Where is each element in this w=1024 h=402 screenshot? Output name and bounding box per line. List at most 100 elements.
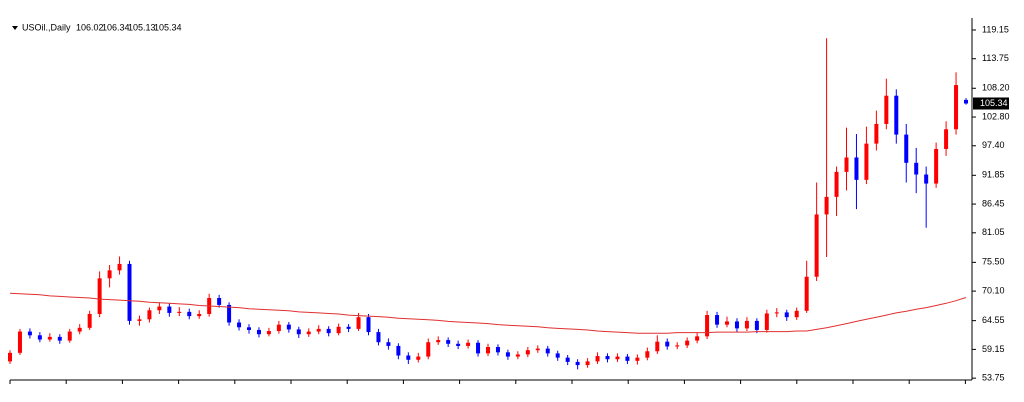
candle-body (545, 348, 550, 354)
candle-body (217, 298, 222, 305)
header-high: 106.34 (102, 22, 130, 32)
candle-body (276, 324, 281, 332)
candle-body (595, 356, 600, 362)
y-tick-label: 119.15 (982, 24, 1009, 34)
candle-body (336, 326, 341, 334)
candle-body (914, 162, 919, 175)
moving-average (9, 292, 967, 334)
candle-body (227, 304, 232, 323)
y-tick-label: 75.50 (982, 257, 1005, 267)
candle-body (147, 310, 152, 320)
candle-body (197, 313, 202, 317)
candle-body (725, 321, 729, 325)
candle-body (794, 310, 799, 318)
candle-body (585, 361, 590, 366)
candle-body (525, 350, 530, 355)
candle-body (117, 263, 122, 271)
y-tick-label: 102.80 (982, 111, 1010, 121)
candle-body (177, 311, 182, 313)
candle-body (834, 171, 839, 197)
candle-body (665, 341, 670, 347)
candle-body (17, 331, 22, 353)
header-close: 105.34 (154, 22, 182, 32)
candle-body (555, 353, 560, 358)
candle-body (237, 322, 242, 328)
candle-body (456, 343, 461, 346)
candle-body (884, 95, 889, 124)
candle-body (864, 143, 869, 180)
candle-body (87, 313, 92, 328)
candle-body (754, 320, 759, 330)
header-open: 106.02 (76, 22, 104, 32)
candle-body (486, 346, 490, 354)
current-price-box (973, 97, 1009, 110)
candle-body (157, 306, 162, 311)
candle-body (167, 306, 172, 313)
candle-body (107, 270, 112, 279)
candle-body (565, 357, 570, 362)
candle-body (774, 312, 779, 314)
candle-body (97, 278, 102, 314)
y-tick-label: 97.40 (982, 140, 1005, 150)
candle-body (446, 340, 451, 344)
candle-body (426, 342, 431, 357)
candle-body (764, 313, 769, 330)
y-tick-label: 70.10 (982, 285, 1005, 295)
candle-body (904, 134, 909, 163)
candle-body (515, 354, 520, 357)
candle-body (406, 355, 411, 360)
y-tick-label: 86.45 (982, 198, 1005, 208)
candle-body (376, 332, 381, 343)
candle-body (854, 157, 859, 180)
candle-body (715, 315, 720, 325)
candle-body (247, 327, 251, 330)
candle-body (675, 345, 680, 347)
candle-body (695, 336, 700, 341)
candle-body (685, 340, 690, 346)
candle-body (575, 361, 580, 366)
candle-body (734, 321, 739, 329)
candle-body (396, 345, 401, 356)
y-tick-label: 81.05 (982, 227, 1005, 237)
collapse-arrow[interactable] (12, 26, 18, 30)
candle-body (37, 335, 42, 340)
candle-body (505, 352, 510, 357)
candle-body (495, 346, 500, 353)
chart-title: USOil.,Daily (22, 22, 71, 32)
candle-body (356, 317, 361, 329)
candle-body (416, 356, 421, 360)
y-tick-label: 113.75 (982, 53, 1009, 63)
candle-body (964, 99, 968, 104)
candle-body (127, 263, 132, 321)
candle-body (436, 340, 441, 343)
candle-body (137, 319, 142, 321)
candle-body (814, 214, 819, 277)
candle-body (944, 129, 949, 149)
candle-body (67, 331, 72, 341)
y-tick-label: 108.20 (982, 83, 1010, 93)
candle-body (784, 312, 789, 318)
candle-body (625, 356, 630, 361)
candle-body (954, 85, 959, 130)
candle-body (187, 311, 192, 317)
candle-body (286, 324, 291, 330)
candle-body (256, 329, 261, 335)
candle-body (346, 326, 351, 329)
candle-body (316, 328, 321, 332)
candle-body (934, 148, 939, 184)
y-tick-label: 59.15 (982, 344, 1005, 354)
candle-body (924, 174, 929, 184)
y-tick-label: 53.75 (982, 373, 1005, 383)
candle-body (266, 331, 271, 335)
candle-body (306, 331, 311, 335)
candle-body (326, 328, 331, 334)
candle-body (466, 342, 471, 346)
candle-body (605, 356, 610, 360)
y-tick-label: 91.85 (982, 170, 1005, 180)
candle-body (77, 327, 82, 332)
candle-body (824, 196, 829, 215)
header-low: 105.13 (128, 22, 156, 32)
candle-body (57, 336, 62, 341)
